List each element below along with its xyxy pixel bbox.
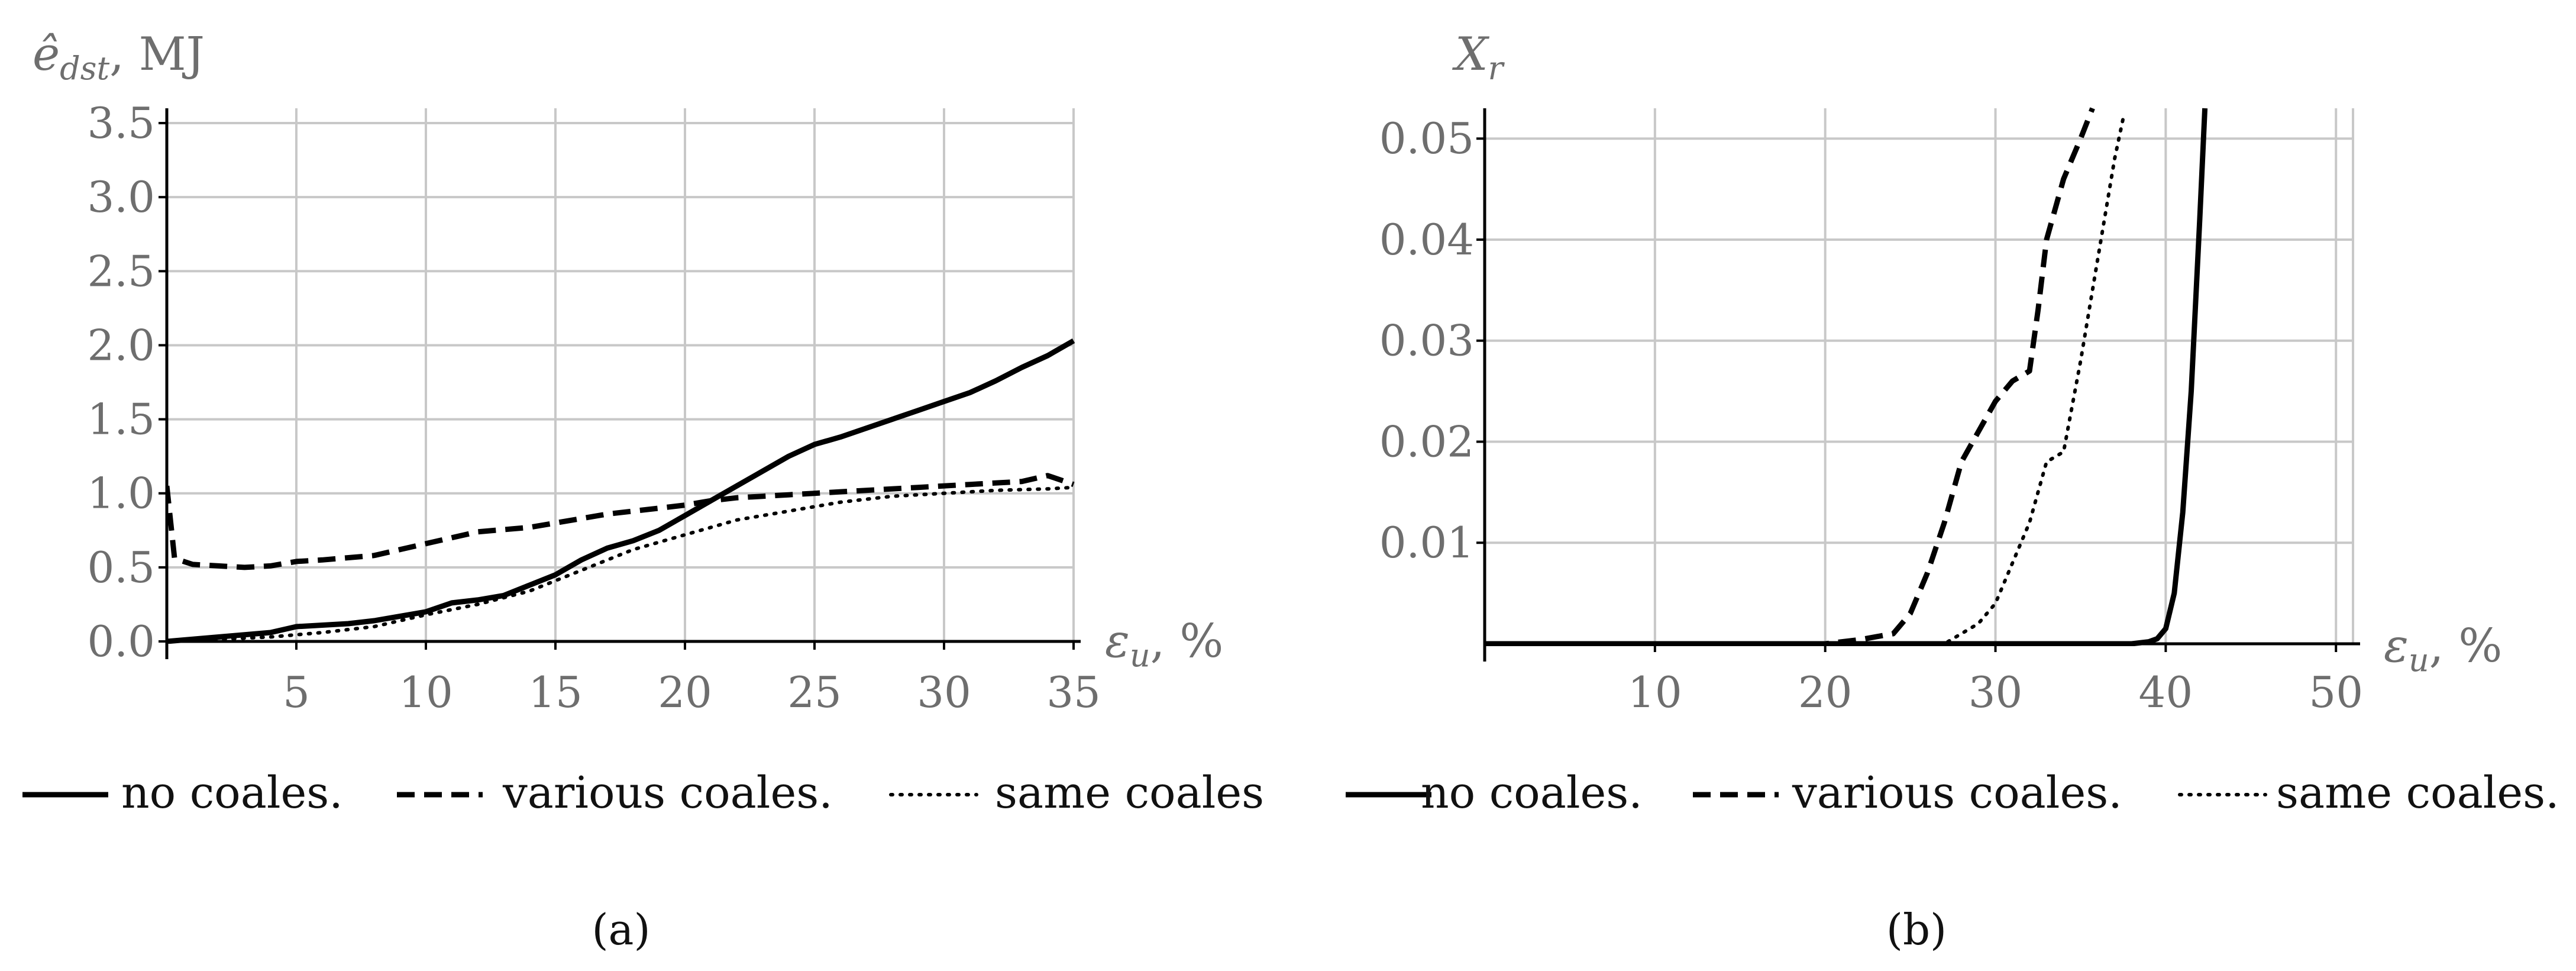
- y-axis-label-subscript: dst: [60, 50, 109, 87]
- series-line-dotted: [1483, 117, 2125, 646]
- series-line-dashed: [166, 473, 1075, 570]
- grid: [167, 108, 1075, 641]
- y-axis-label-main: X: [1452, 28, 1490, 81]
- x-tick-label: 40: [2139, 667, 2193, 717]
- y-axis-label-subscript: r: [1488, 50, 1505, 87]
- x-tick-label: 10: [1628, 667, 1682, 717]
- x-tick-label: 5: [283, 667, 310, 717]
- legend: no coales. various coales. same coales: [22, 767, 1264, 818]
- y-tick-label: 3.0: [87, 172, 155, 222]
- x-axis-label-unit: , %: [2429, 620, 2503, 673]
- x-tick-label: 35: [1046, 667, 1101, 717]
- x-tick-label: 10: [399, 667, 453, 717]
- y-tick-label: 1.0: [87, 469, 155, 518]
- legend-label: no coales.: [121, 767, 343, 818]
- panel-caption: (a): [592, 905, 650, 954]
- x-tick-label: 30: [1969, 667, 2023, 717]
- x-tick-label: 50: [2309, 667, 2363, 717]
- legend-label: same coales: [995, 767, 1264, 818]
- y-tick-label: 0.04: [1379, 215, 1474, 264]
- x-tick-label: 25: [787, 667, 842, 717]
- x-tick-label: 30: [917, 667, 971, 717]
- y-tick-label: 0.02: [1379, 417, 1474, 466]
- x-axis-label-main: ε: [1105, 615, 1130, 668]
- chart-panel-b: 10 20 30 40 50 0.01 0.02 0.03 0.04 0.05 Xr εu, % no …: [1346, 28, 2559, 954]
- legend-label: same coales.: [2276, 767, 2559, 818]
- y-tick-label: 2.5: [87, 246, 155, 296]
- x-axis-label-subscript: u: [1130, 637, 1150, 674]
- y-axis-label: Xr: [1452, 28, 1505, 87]
- y-tick-label: 0.5: [87, 543, 155, 592]
- y-tick-label: 0.03: [1379, 316, 1474, 366]
- legend-label: no coales.: [1421, 767, 1643, 818]
- series-group: [166, 338, 1075, 644]
- x-tick-label: 15: [528, 667, 583, 717]
- x-axis-label-subscript: u: [2409, 641, 2429, 679]
- y-tick-label: 0.05: [1379, 114, 1474, 163]
- y-axis-label-unit: , MJ: [109, 28, 205, 81]
- y-tick-label: 0.0: [87, 617, 155, 666]
- series-line-dashed: [1485, 107, 2095, 646]
- y-tick-label: 3.5: [87, 98, 155, 148]
- chart-panel-a: 5 10 15 20 25 30 35 0.0 0.5 1.0 1.5 2.0 2.5 3.0 3.5 êds…: [22, 28, 1264, 954]
- legend: no coales. various coales. same coales.: [1346, 767, 2559, 818]
- y-axis-label: êdst, MJ: [33, 28, 205, 87]
- y-tick-label: 2.0: [87, 320, 155, 370]
- x-axis-label-unit: , %: [1150, 615, 1224, 668]
- x-tick-label: 20: [658, 667, 712, 717]
- y-tick-label: 0.01: [1379, 518, 1474, 567]
- series-group: [1483, 107, 2208, 646]
- y-tick-label: 1.5: [87, 395, 155, 444]
- legend-label: various coales.: [502, 767, 833, 818]
- x-axis-label-main: ε: [2384, 620, 2409, 673]
- y-axis-label-main: ê: [33, 28, 60, 81]
- series-line-solid: [1485, 108, 2208, 646]
- series-line-solid: [166, 338, 1075, 644]
- grid: [1485, 108, 2354, 644]
- series-line-dotted: [166, 485, 1075, 643]
- x-axis-label: εu, %: [1105, 615, 1223, 674]
- x-axis-label: εu, %: [2384, 620, 2502, 679]
- legend-label: various coales.: [1792, 767, 2122, 818]
- x-tick-label: 20: [1798, 667, 1853, 717]
- panel-caption: (b): [1886, 905, 1947, 954]
